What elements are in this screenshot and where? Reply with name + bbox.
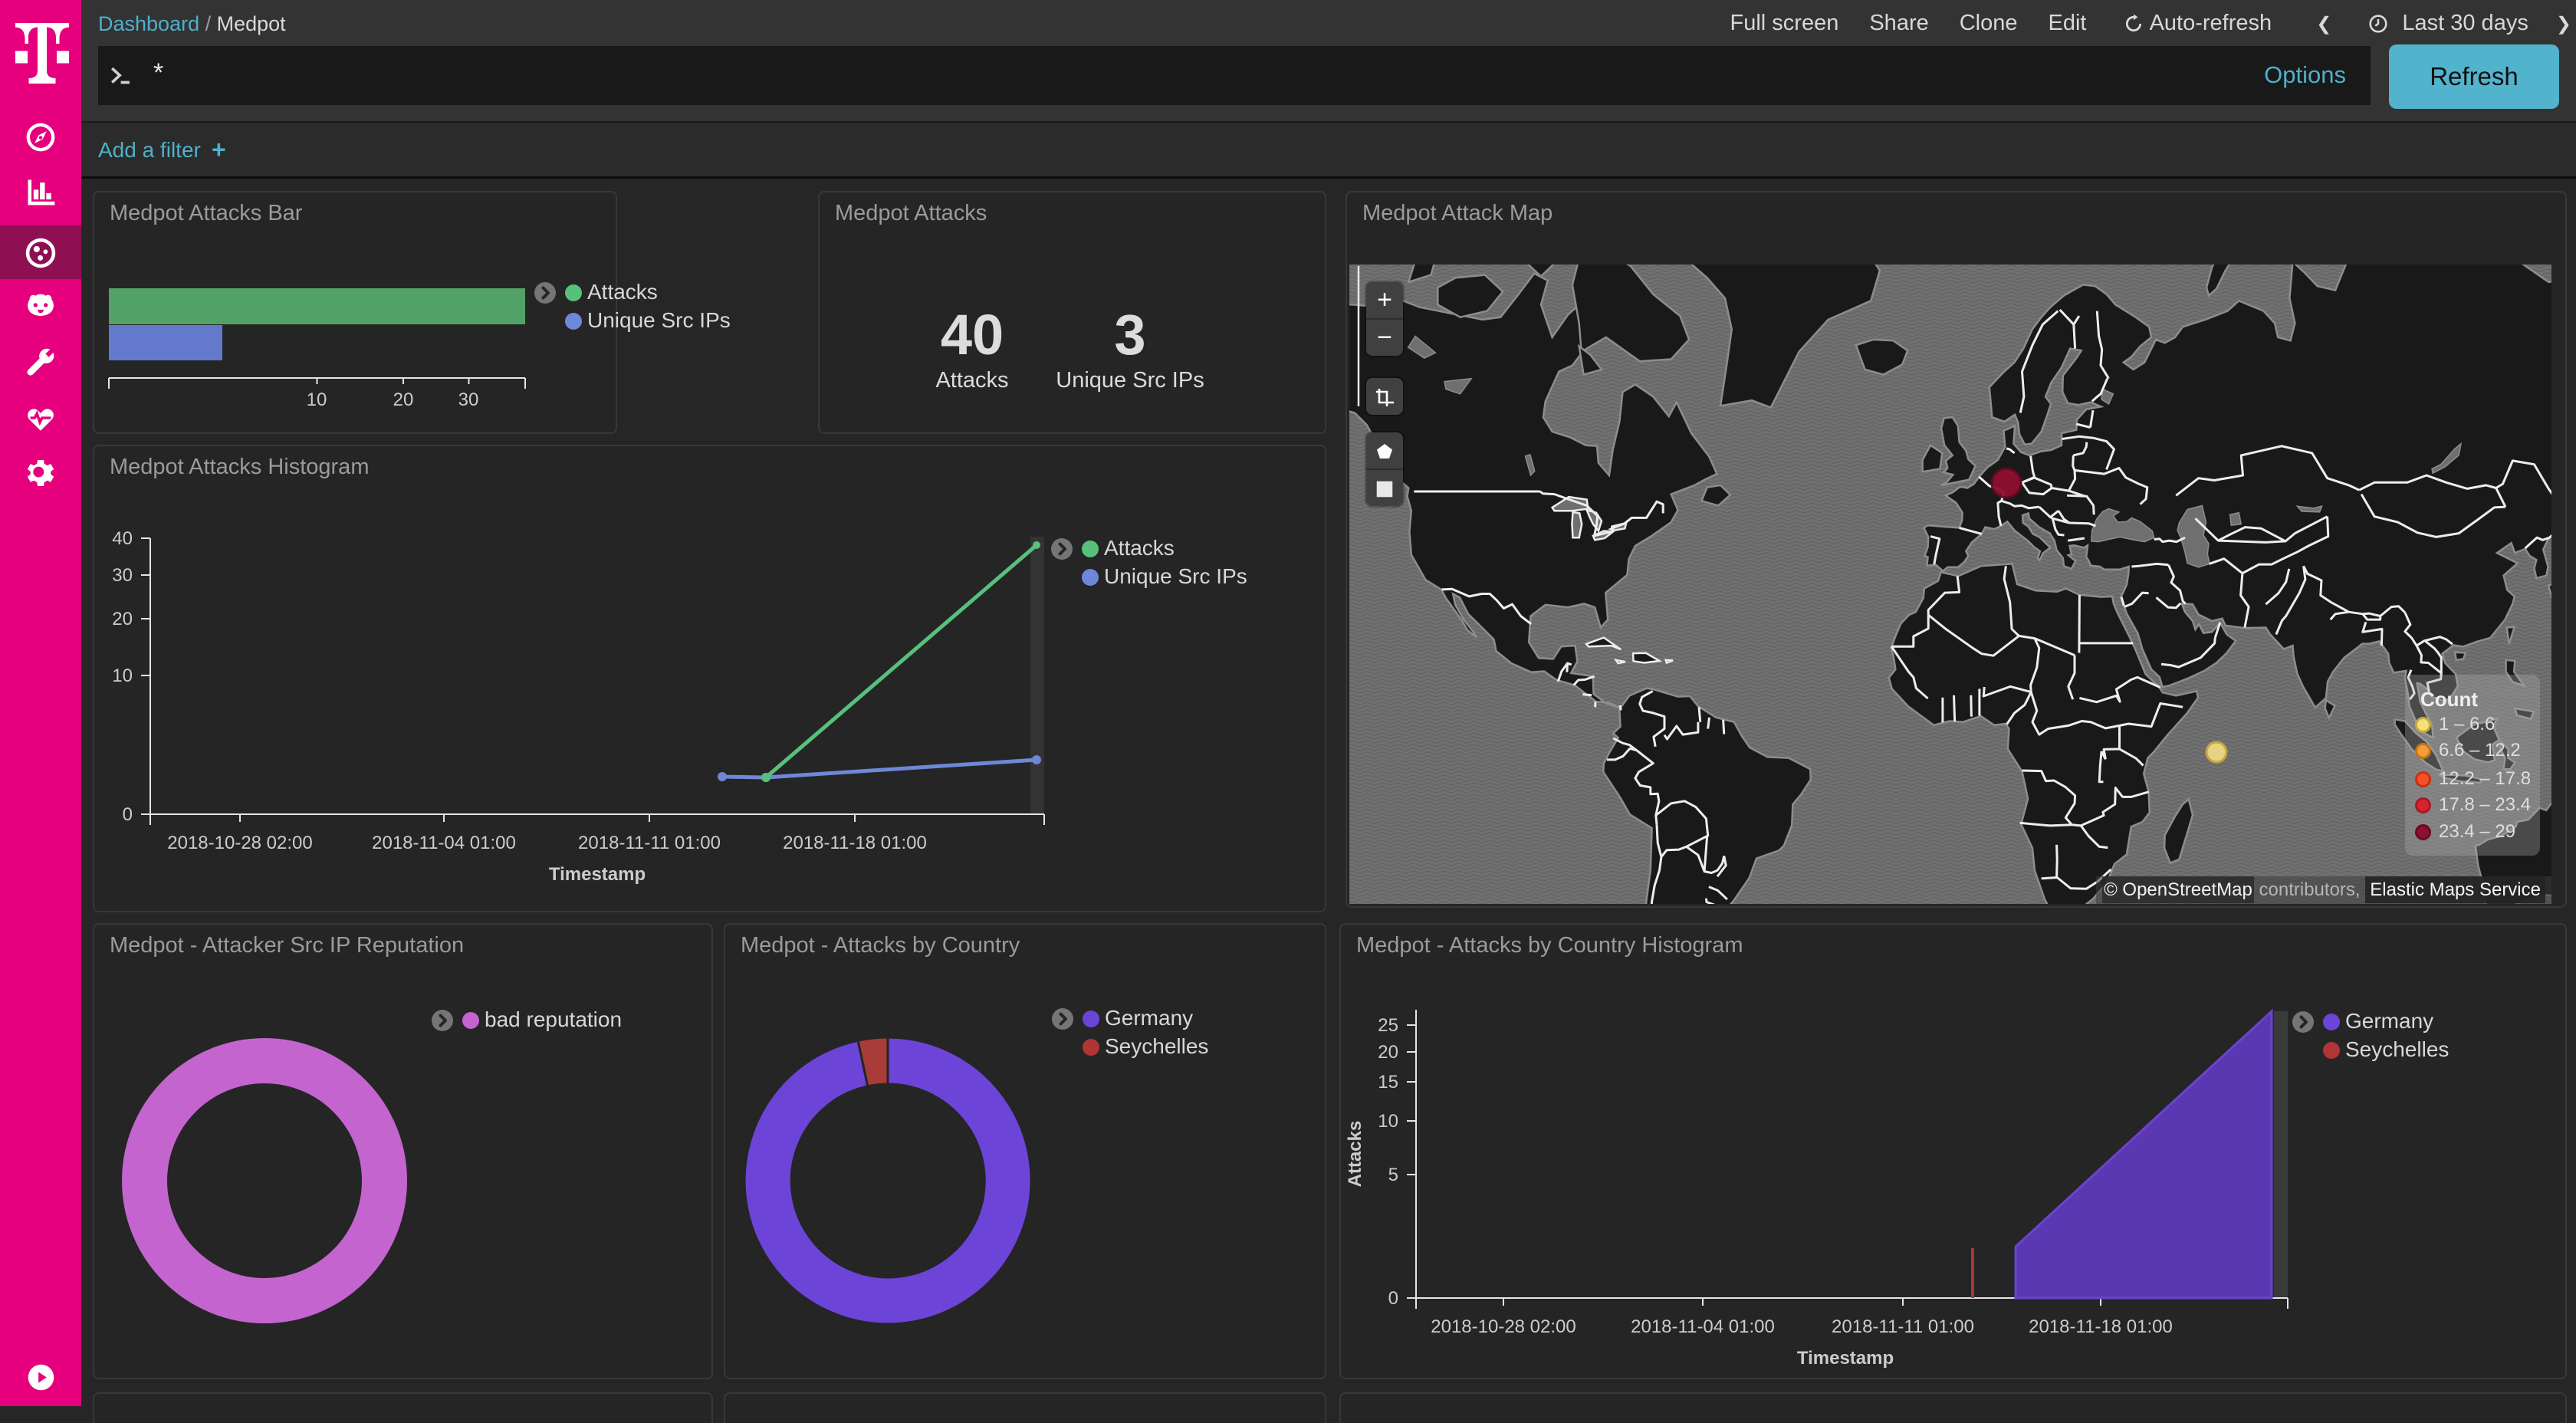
svg-text:10: 10 (1378, 1111, 1398, 1132)
svg-text:25: 25 (1378, 1015, 1398, 1036)
svg-text:2018-11-04 01:00: 2018-11-04 01:00 (1631, 1316, 1775, 1337)
svg-text:30: 30 (112, 565, 133, 586)
svg-text:0: 0 (1388, 1288, 1398, 1309)
svg-text:2018-11-18 01:00: 2018-11-18 01:00 (2029, 1316, 2173, 1337)
svg-text:2018-11-11 01:00: 2018-11-11 01:00 (1832, 1316, 1974, 1337)
svg-text:40: 40 (112, 528, 133, 549)
svg-text:20: 20 (112, 609, 133, 629)
svg-text:2018-11-11 01:00: 2018-11-11 01:00 (578, 833, 721, 853)
svg-text:20: 20 (1378, 1042, 1398, 1063)
svg-text:10: 10 (112, 665, 133, 686)
svg-text:Timestamp: Timestamp (549, 864, 646, 885)
svg-text:10: 10 (307, 389, 327, 410)
svg-text:2018-11-04 01:00: 2018-11-04 01:00 (372, 833, 516, 853)
svg-text:30: 30 (458, 389, 479, 410)
svg-text:20: 20 (393, 389, 414, 410)
svg-text:Timestamp: Timestamp (1797, 1348, 1894, 1369)
svg-text:5: 5 (1388, 1165, 1398, 1185)
svg-text:2018-10-28 02:00: 2018-10-28 02:00 (167, 833, 313, 853)
svg-text:2018-10-28 02:00: 2018-10-28 02:00 (1431, 1316, 1576, 1337)
svg-text:2018-11-18 01:00: 2018-11-18 01:00 (783, 833, 927, 853)
svg-text:0: 0 (123, 804, 133, 825)
svg-text:Attacks: Attacks (1345, 1121, 1365, 1188)
svg-text:15: 15 (1378, 1072, 1398, 1093)
